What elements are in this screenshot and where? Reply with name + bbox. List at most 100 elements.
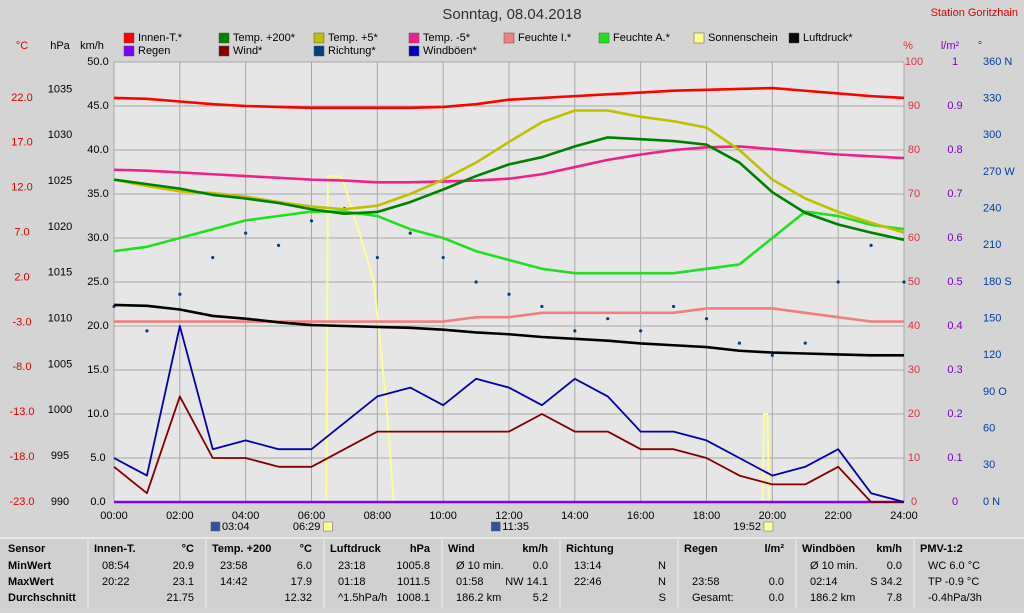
cell-right: 1011.5 bbox=[397, 576, 430, 588]
series-line bbox=[114, 307, 904, 323]
cell-left: 23:58 bbox=[220, 560, 248, 572]
y-tick-label: 5.0 bbox=[90, 452, 105, 464]
cell-right: 23.1 bbox=[173, 576, 194, 588]
legend-label: Feuchte A.* bbox=[613, 32, 671, 44]
y-tick-label: 1005 bbox=[48, 358, 72, 370]
y-tick-label: 0.3 bbox=[947, 364, 962, 376]
y-tick-label: 12.0 bbox=[11, 182, 32, 194]
cell-right: 0.0 bbox=[769, 576, 784, 588]
direction-dot bbox=[540, 304, 544, 309]
y-tick-label: 0.4 bbox=[947, 320, 962, 332]
y-tick-label: 45.0 bbox=[87, 100, 108, 112]
time-marker-icon bbox=[491, 521, 501, 532]
cell-left: 01:58 bbox=[456, 576, 484, 588]
cell-right: 0.0 bbox=[533, 560, 548, 572]
legend-label: Wind* bbox=[233, 45, 263, 57]
station-name: Station Goritzhain bbox=[931, 7, 1018, 19]
cell-left: 186.2 km bbox=[810, 592, 855, 604]
y-tick-label: 150 bbox=[983, 313, 1001, 325]
x-tick-label: 20:00 bbox=[759, 510, 787, 522]
y-tick-label: -8.0 bbox=[13, 361, 32, 373]
direction-dot bbox=[770, 353, 774, 357]
y-tick-label: 1000 bbox=[48, 404, 72, 416]
y-tick-label: 40.0 bbox=[87, 144, 108, 156]
series-line bbox=[325, 175, 770, 503]
x-tick-label: 04:00 bbox=[232, 510, 260, 522]
cell-left: 08:54 bbox=[102, 560, 130, 572]
y-tick-label: 60 bbox=[983, 423, 995, 435]
y-tick-label: 60 bbox=[908, 232, 920, 244]
series-line bbox=[113, 303, 904, 357]
legend-label: Feuchte I.* bbox=[518, 32, 572, 44]
y-tick-label: 330 bbox=[983, 93, 1001, 105]
y-tick-label: 10 bbox=[908, 452, 920, 464]
column-header: Innen-T. bbox=[94, 543, 136, 555]
cell-left: 01:18 bbox=[338, 576, 366, 588]
legend-label: Regen bbox=[138, 45, 170, 57]
legend-swatch bbox=[313, 32, 325, 44]
x-tick-label: 10:00 bbox=[429, 510, 457, 522]
y-tick-label: 300 bbox=[983, 129, 1001, 141]
column-header: Luftdruck bbox=[330, 543, 382, 555]
y-tick-label: 17.0 bbox=[11, 137, 32, 149]
cell-left: 20:22 bbox=[102, 576, 130, 588]
legend-swatch bbox=[123, 45, 135, 57]
y-tick-label: 995 bbox=[51, 450, 69, 462]
y-tick-label: 0.1 bbox=[947, 452, 962, 464]
y-tick-label: 180 S bbox=[983, 276, 1012, 288]
y-tick-label: -18.0 bbox=[9, 451, 34, 463]
direction-dot bbox=[145, 329, 149, 333]
y-tick-label: 1035 bbox=[48, 83, 72, 95]
direction-dot bbox=[639, 329, 643, 333]
y-tick-label: 90 bbox=[908, 100, 920, 112]
legend-swatch bbox=[408, 45, 420, 57]
y-tick-label: 0.5 bbox=[947, 276, 962, 288]
y-tick-label: 70 bbox=[908, 188, 920, 200]
cell-left: 13:14 bbox=[574, 560, 602, 572]
x-tick-label: 02:00 bbox=[166, 510, 194, 522]
cell-left: Ø 10 min. bbox=[456, 560, 504, 572]
y-tick-label: 90 O bbox=[983, 386, 1007, 398]
cell-right: 7.8 bbox=[887, 592, 902, 604]
y-tick-label: 20.0 bbox=[87, 320, 108, 332]
y-tick-label: 40 bbox=[908, 320, 920, 332]
x-tick-label: 24:00 bbox=[890, 510, 918, 522]
direction-dot bbox=[276, 243, 281, 247]
cell-right: 17.9 bbox=[291, 576, 312, 588]
direction-dot bbox=[309, 219, 314, 223]
x-tick-label: 06:00 bbox=[298, 510, 326, 522]
direction-dot bbox=[606, 317, 610, 321]
y-tick-label: 240 bbox=[983, 203, 1001, 215]
column-unit: l/m² bbox=[764, 543, 784, 555]
direction-dot bbox=[244, 231, 248, 235]
y-tick-label: 50.0 bbox=[87, 56, 108, 68]
direction-dot bbox=[902, 280, 906, 284]
y-tick-label: 20 bbox=[908, 408, 920, 420]
column-header: Sensor bbox=[8, 543, 46, 555]
direction-dot bbox=[211, 255, 215, 260]
time-marker-icon bbox=[763, 521, 774, 532]
y-tick-label: 210 bbox=[983, 239, 1001, 251]
cell-right: N bbox=[658, 576, 666, 588]
column-unit: °C bbox=[182, 543, 194, 555]
legend-label: Temp. -5* bbox=[423, 32, 471, 44]
legend-swatch bbox=[503, 32, 515, 44]
column-header: Richtung bbox=[566, 543, 614, 555]
y-tick-label: 22.0 bbox=[11, 92, 32, 104]
cell-right: 12.32 bbox=[284, 592, 312, 604]
time-marker-label: 03:04 bbox=[222, 521, 250, 533]
legend-label: Richtung* bbox=[328, 45, 376, 57]
column-unit: °C bbox=[300, 543, 312, 555]
axis-unit: l/m² bbox=[941, 40, 960, 52]
cell-left: 23:58 bbox=[692, 576, 720, 588]
cell-left: 23:18 bbox=[338, 560, 366, 572]
cell-right: 1005.8 bbox=[396, 560, 430, 572]
cell-right: 0.0 bbox=[887, 560, 902, 572]
cell-right: NW 14.1 bbox=[505, 576, 548, 588]
y-tick-label: 1030 bbox=[48, 129, 72, 141]
y-tick-label: 10.0 bbox=[87, 408, 108, 420]
direction-dot bbox=[836, 280, 840, 284]
cell-right: 0.0 bbox=[769, 592, 784, 604]
x-tick-label: 18:00 bbox=[693, 510, 721, 522]
axis-unit: % bbox=[903, 40, 913, 52]
